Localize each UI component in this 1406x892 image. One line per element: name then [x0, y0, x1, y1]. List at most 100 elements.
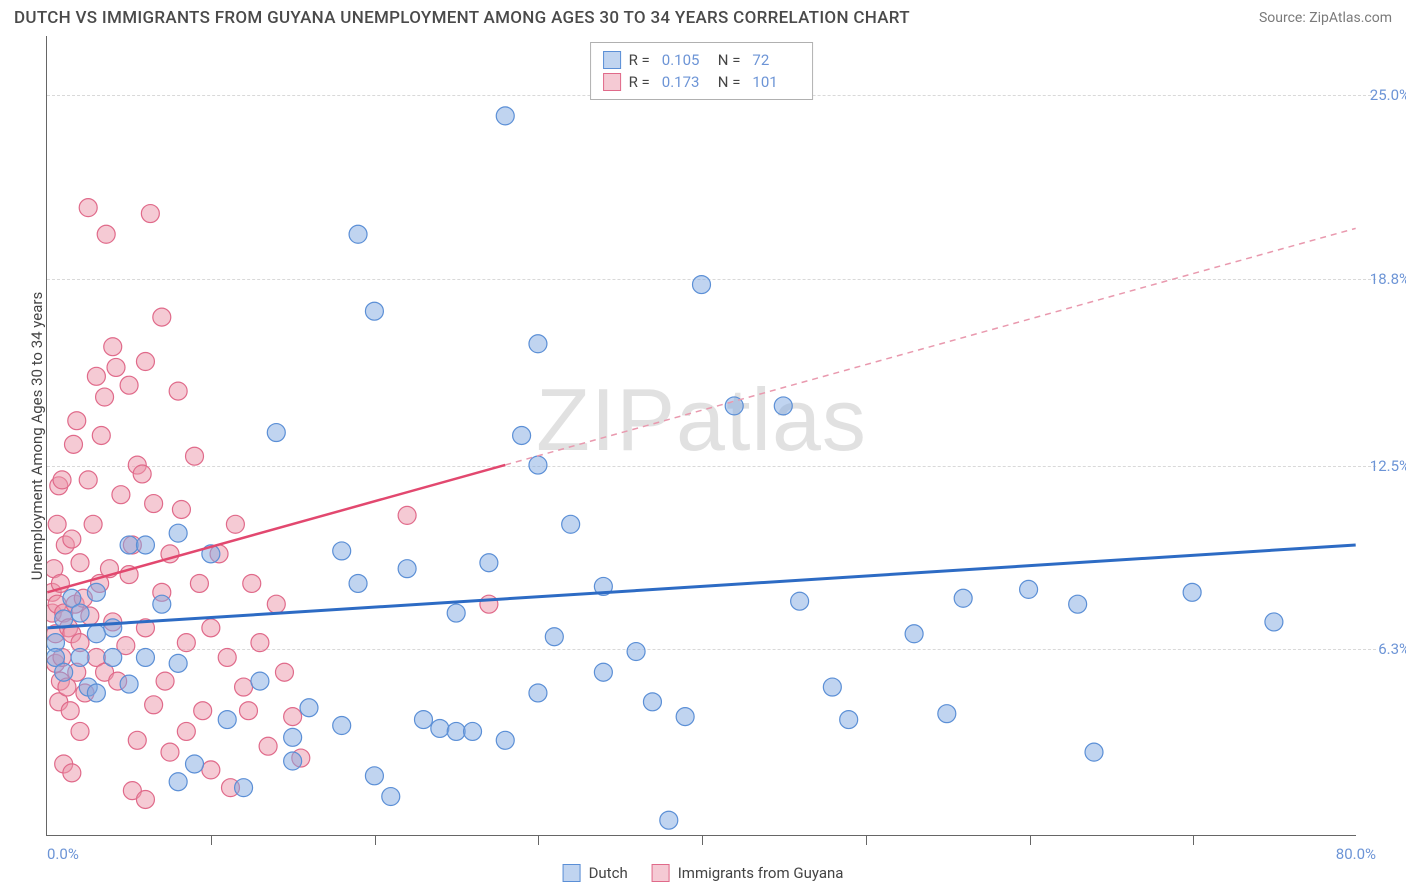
x-tick — [702, 835, 703, 845]
blue-point — [693, 276, 711, 294]
blue-point — [71, 604, 89, 622]
blue-point — [333, 717, 351, 735]
y-axis-label: Unemployment Among Ages 30 to 34 years — [28, 291, 46, 579]
blue-point — [87, 625, 105, 643]
legend-n-label: N = — [718, 51, 741, 69]
legend-item: Dutch — [563, 864, 628, 882]
blue-point — [333, 542, 351, 560]
x-axis-start-label: 0.0% — [47, 845, 79, 863]
pink-point — [71, 722, 89, 740]
scatter-plot — [47, 36, 1356, 835]
pink-point — [177, 634, 195, 652]
legend-swatch-blue — [563, 864, 581, 882]
blue-point — [235, 779, 253, 797]
blue-point — [365, 767, 383, 785]
x-tick — [1030, 835, 1031, 845]
pink-point — [284, 708, 302, 726]
blue-point — [1265, 613, 1283, 631]
blue-point — [153, 595, 171, 613]
pink-point — [71, 554, 89, 572]
blue-point — [71, 648, 89, 666]
blue-point — [136, 648, 154, 666]
pink-point — [218, 648, 236, 666]
blue-point — [365, 302, 383, 320]
blue-point — [414, 711, 432, 729]
blue-point — [87, 684, 105, 702]
y-tick-label: 18.8% — [1370, 270, 1406, 288]
blue-point — [186, 755, 204, 773]
x-tick — [866, 835, 867, 845]
blue-point — [284, 752, 302, 770]
blue-point — [300, 699, 318, 717]
chart-title: DUTCH VS IMMIGRANTS FROM GUYANA UNEMPLOY… — [14, 8, 910, 28]
pink-point — [64, 435, 82, 453]
blue-point — [104, 648, 122, 666]
pink-point — [169, 382, 187, 400]
pink-point — [92, 427, 110, 445]
legend-swatch-pink — [652, 864, 670, 882]
pink-point — [145, 495, 163, 513]
blue-point — [513, 427, 531, 445]
legend-series-label: Dutch — [589, 864, 628, 882]
pink-point — [141, 205, 159, 223]
blue-point — [169, 654, 187, 672]
pink-point — [136, 353, 154, 371]
pink-point — [480, 595, 498, 613]
chart-area: 6.3%12.5%18.8%25.0% Unemployment Among A… — [46, 36, 1356, 836]
legend-series-label: Immigrants from Guyana — [678, 864, 844, 882]
blue-point — [1183, 583, 1201, 601]
blue-point — [823, 678, 841, 696]
pink-point — [161, 743, 179, 761]
legend-swatch-pink — [603, 73, 621, 91]
blue-point — [529, 335, 547, 353]
legend-row: R =0.105N =72 — [603, 49, 801, 71]
pink-point — [48, 515, 66, 533]
pink-point — [172, 500, 190, 518]
x-tick — [211, 835, 212, 845]
blue-point — [169, 773, 187, 791]
blue-point — [660, 811, 678, 829]
blue-point — [594, 663, 612, 681]
blue-point — [676, 708, 694, 726]
blue-point — [251, 672, 269, 690]
blue-point — [267, 424, 285, 442]
y-tick-label: 6.3% — [1378, 640, 1406, 658]
blue-point — [464, 722, 482, 740]
pink-point — [186, 447, 204, 465]
blue-point — [1085, 743, 1103, 761]
blue-point — [136, 536, 154, 554]
blue-point — [562, 515, 580, 533]
pink-point — [145, 696, 163, 714]
blue-point — [284, 728, 302, 746]
blue-point — [938, 705, 956, 723]
blue-point — [120, 536, 138, 554]
series-legend: Dutch Immigrants from Guyana — [563, 864, 844, 882]
pink-point — [275, 663, 293, 681]
pink-point — [259, 737, 277, 755]
blue-point — [496, 731, 514, 749]
blue-point — [398, 560, 416, 578]
pink-point — [107, 358, 125, 376]
blue-point — [218, 711, 236, 729]
x-tick — [375, 835, 376, 845]
pink-point — [79, 471, 97, 489]
correlation-legend: R =0.105N =72R =0.173N =101 — [590, 42, 814, 100]
pink-point — [202, 761, 220, 779]
pink-point — [53, 471, 71, 489]
blue-point — [431, 719, 449, 737]
blue-point — [349, 574, 367, 592]
legend-row: R =0.173N =101 — [603, 71, 801, 93]
pink-point — [156, 672, 174, 690]
pink-point — [398, 506, 416, 524]
pink-point — [96, 388, 114, 406]
pink-point — [61, 702, 79, 720]
blue-point — [1020, 580, 1038, 598]
pink-point — [104, 338, 122, 356]
pink-point — [87, 367, 105, 385]
blue-point — [55, 663, 73, 681]
blue-point — [87, 583, 105, 601]
blue-point — [774, 397, 792, 415]
pink-point — [267, 595, 285, 613]
pink-point — [84, 515, 102, 533]
pink-point — [112, 486, 130, 504]
